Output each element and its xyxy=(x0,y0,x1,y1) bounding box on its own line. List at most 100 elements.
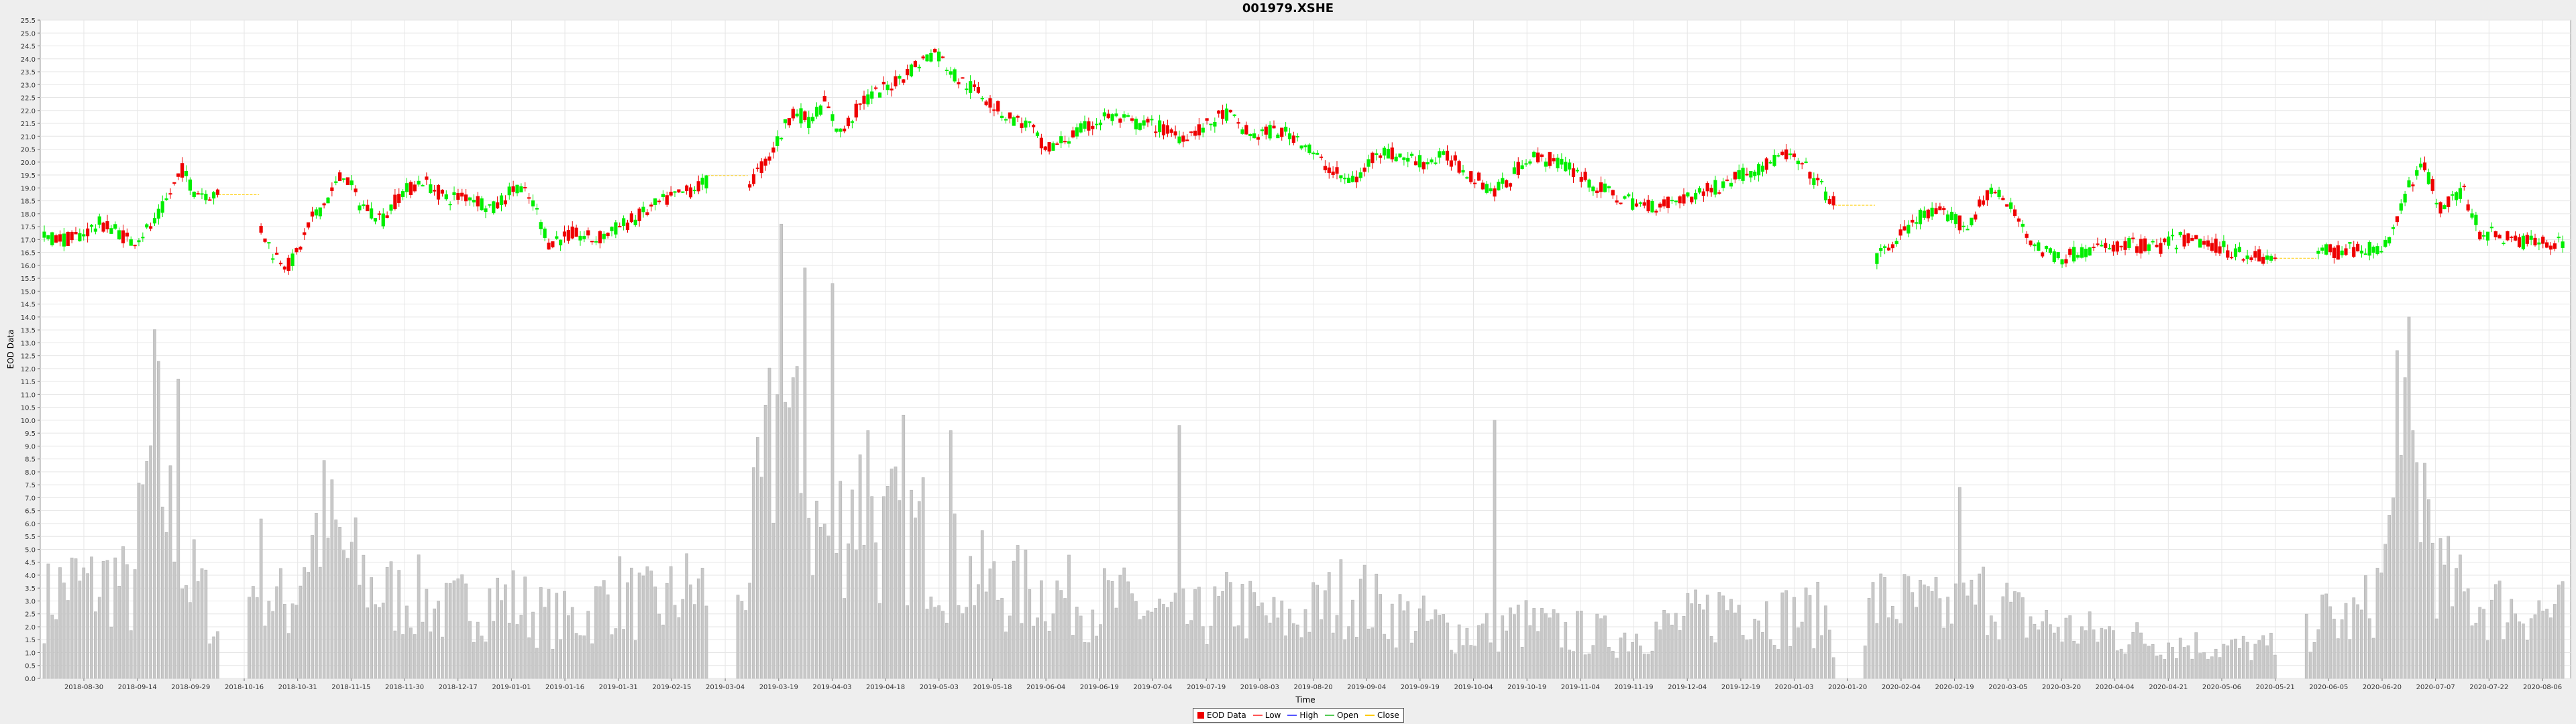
volume-bar xyxy=(1757,620,1760,679)
candle-body xyxy=(2072,247,2076,261)
volume-bar xyxy=(858,455,862,679)
volume-bar xyxy=(1118,575,1122,679)
candle-body xyxy=(2096,243,2100,245)
volume-bar xyxy=(614,628,618,679)
candle-body xyxy=(1564,162,1568,172)
candle-body xyxy=(282,266,286,270)
candle-body xyxy=(117,230,121,240)
candle-body xyxy=(1000,115,1004,118)
volume-bar xyxy=(1457,624,1461,679)
candle-body xyxy=(2174,247,2178,249)
volume-bar xyxy=(1000,598,1004,679)
legend-swatch-eod xyxy=(1197,712,1204,719)
volume-bar xyxy=(1126,581,1130,679)
volume-bar xyxy=(2379,572,2383,679)
candle-body xyxy=(2474,215,2478,225)
y-tick-label: 7.5 xyxy=(25,482,36,489)
candle-body xyxy=(2328,244,2332,253)
volume-bar xyxy=(196,581,200,679)
volume-bar xyxy=(145,461,149,679)
candle-body xyxy=(1291,135,1295,143)
volume-bar xyxy=(2108,626,2111,679)
volume-bar xyxy=(1894,619,1898,679)
candle-body xyxy=(381,213,385,227)
volume-bar xyxy=(2257,640,2261,679)
volume-bar xyxy=(2427,499,2430,679)
candle-body xyxy=(1662,199,1666,206)
candle-body xyxy=(2190,237,2194,241)
volume-bar xyxy=(523,577,527,679)
candle-body xyxy=(109,228,113,234)
volume-bar xyxy=(322,460,326,679)
volume-bar xyxy=(2514,613,2517,679)
candle-body xyxy=(1008,112,1012,119)
candle-body xyxy=(1520,165,1524,169)
candle-body xyxy=(125,233,129,237)
candle-body xyxy=(1063,141,1067,143)
candle-body xyxy=(2537,242,2541,245)
candle-body xyxy=(1165,125,1169,134)
candle-body xyxy=(275,253,279,255)
volume-bar xyxy=(637,572,641,679)
candle-body xyxy=(704,175,708,189)
candle-body xyxy=(2541,237,2545,244)
volume-bar xyxy=(1036,617,1039,679)
volume-bar xyxy=(1335,615,1339,679)
candle-body xyxy=(953,69,957,82)
volume-bar xyxy=(2241,636,2245,679)
volume-bar xyxy=(417,554,421,679)
volume-bar xyxy=(1591,645,1595,679)
volume-bar xyxy=(137,483,141,679)
candle-body xyxy=(299,246,303,250)
candle-body xyxy=(1323,166,1327,170)
volume-bar xyxy=(433,608,436,679)
candle-body xyxy=(2253,251,2257,258)
candle-body xyxy=(54,235,58,243)
volume-bar xyxy=(488,588,492,679)
volume-bar xyxy=(507,623,511,679)
candle-body xyxy=(941,56,945,58)
volume-bar xyxy=(898,500,902,679)
chart-title: 001979.XSHE xyxy=(1242,1,1334,15)
volume-bar xyxy=(819,526,822,679)
volume-bar xyxy=(346,558,350,679)
candle-body xyxy=(1666,196,1670,208)
volume-bar xyxy=(1071,635,1075,679)
candle-body xyxy=(1583,172,1587,180)
volume-bar xyxy=(1173,593,1177,679)
candle-body xyxy=(906,68,910,76)
volume-bar xyxy=(1379,594,1382,679)
candle-body xyxy=(1792,154,1796,158)
candle-body xyxy=(2080,247,2084,258)
candle-body xyxy=(1568,162,1572,170)
volume-bar xyxy=(1469,645,1473,679)
volume-bar xyxy=(2190,658,2194,679)
candle-body xyxy=(913,61,917,68)
candle-body xyxy=(2249,257,2253,261)
candle-body xyxy=(1430,159,1434,163)
candle-body xyxy=(1962,225,1966,227)
candle-body xyxy=(1690,196,1694,202)
candle-body xyxy=(2387,237,2392,244)
volume-bar xyxy=(984,591,988,679)
legend-item-open: Open xyxy=(1324,711,1358,720)
volume-bar xyxy=(1347,626,1350,679)
volume-bar xyxy=(1753,619,1757,679)
candle-body xyxy=(2104,243,2108,248)
plot-area xyxy=(40,19,2571,679)
volume-bar xyxy=(910,489,913,679)
volume-bar xyxy=(1229,582,1232,679)
candle-body xyxy=(2506,231,2510,241)
candle-body xyxy=(996,101,1000,112)
candle-body xyxy=(2434,202,2438,204)
volume-bar xyxy=(330,479,334,679)
volume-bar xyxy=(2478,607,2482,679)
candle-body xyxy=(2521,235,2525,249)
volume-bar xyxy=(1615,658,1619,679)
candle-body xyxy=(484,208,488,213)
candle-body xyxy=(2265,255,2269,260)
volume-bar xyxy=(2045,609,2048,679)
candle-body xyxy=(2037,242,2041,251)
candle-body xyxy=(2529,235,2533,240)
volume-bar xyxy=(326,538,330,679)
